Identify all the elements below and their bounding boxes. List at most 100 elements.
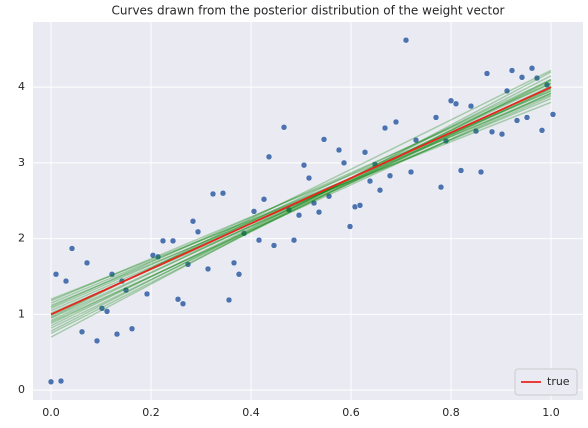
posterior-line	[50, 82, 552, 308]
data-point	[225, 296, 233, 304]
data-point	[108, 271, 116, 278]
data-point	[189, 217, 197, 225]
data-point	[260, 196, 268, 203]
data-point	[290, 236, 298, 244]
y-tick-label: 1	[18, 307, 25, 320]
data-point	[179, 300, 187, 308]
data-point	[270, 242, 278, 249]
data-point	[57, 377, 65, 385]
data-point	[230, 259, 238, 267]
data-point	[122, 286, 130, 294]
data-point	[442, 137, 450, 145]
data-point	[325, 192, 333, 200]
data-point	[447, 97, 455, 105]
posterior-line	[50, 87, 552, 325]
data-point	[98, 305, 106, 312]
true-line	[50, 86, 552, 316]
data-point	[437, 183, 445, 191]
data-point	[407, 168, 415, 176]
data-point	[315, 208, 323, 216]
data-point	[543, 81, 551, 89]
data-point	[549, 111, 557, 118]
x-tick-label: 0.8	[442, 406, 460, 419]
data-point	[154, 253, 162, 261]
data-point	[432, 114, 440, 121]
data-point	[280, 124, 288, 131]
data-point	[376, 186, 384, 194]
data-point	[533, 74, 541, 82]
data-point	[62, 277, 70, 285]
y-tick-label: 2	[18, 232, 25, 245]
x-tick-label: 0.6	[342, 406, 360, 419]
data-point	[340, 159, 348, 167]
posterior-line	[50, 97, 552, 307]
data-point	[477, 168, 485, 176]
data-point	[528, 64, 536, 72]
data-point	[68, 245, 76, 252]
data-point	[452, 100, 460, 108]
data-point	[305, 174, 313, 182]
posterior-line	[50, 80, 552, 327]
data-point	[356, 202, 364, 209]
x-tick-label: 0.4	[242, 406, 260, 419]
data-point	[184, 261, 192, 268]
data-point	[523, 114, 531, 121]
data-point	[472, 127, 480, 135]
data-point	[392, 118, 400, 126]
data-point	[255, 236, 263, 244]
y-tick-label: 3	[18, 156, 25, 169]
posterior-line	[50, 78, 552, 335]
data-point	[83, 259, 91, 267]
data-point	[386, 172, 394, 180]
x-tick-label: 0.0	[42, 406, 60, 419]
data-point	[113, 330, 121, 338]
data-point	[498, 130, 506, 138]
data-point	[295, 211, 303, 219]
data-point	[508, 67, 516, 74]
data-point	[467, 102, 475, 110]
x-tick-label: 1.0	[542, 406, 560, 419]
legend-box	[514, 368, 578, 396]
chart-title: Curves drawn from the posterior distribu…	[112, 4, 505, 18]
data-point	[488, 128, 496, 136]
posterior-line	[50, 92, 552, 312]
posterior-line	[50, 82, 552, 322]
data-point	[209, 190, 217, 198]
plot-area	[33, 22, 583, 400]
data-point	[169, 237, 177, 245]
posterior-line	[50, 71, 552, 338]
data-point	[513, 117, 521, 124]
data-point	[300, 161, 308, 169]
data-point	[381, 124, 389, 132]
data-point	[402, 36, 410, 44]
data-point	[143, 290, 151, 298]
data-point	[518, 74, 526, 81]
data-point	[47, 378, 55, 386]
data-point	[159, 237, 167, 245]
data-point	[194, 228, 202, 236]
data-point	[265, 153, 273, 161]
y-tick-label: 0	[18, 383, 25, 396]
data-point	[503, 87, 511, 95]
posterior-line	[50, 75, 552, 332]
x-tick-label: 0.2	[142, 406, 160, 419]
data-point	[250, 208, 258, 215]
data-point	[240, 230, 248, 237]
data-point	[78, 328, 86, 336]
y-tick-label: 4	[18, 80, 25, 93]
data-point	[538, 127, 546, 134]
legend-label: true	[547, 375, 570, 388]
data-point	[174, 296, 182, 303]
data-point	[346, 223, 354, 230]
data-point	[366, 177, 374, 185]
data-point	[310, 199, 318, 207]
posterior-line	[50, 94, 552, 304]
data-point	[412, 136, 420, 144]
posterior-line	[50, 87, 552, 319]
data-point	[93, 337, 101, 345]
data-point	[457, 167, 465, 174]
data-point	[128, 325, 136, 333]
plot-marks	[47, 36, 557, 386]
data-point	[103, 308, 111, 315]
